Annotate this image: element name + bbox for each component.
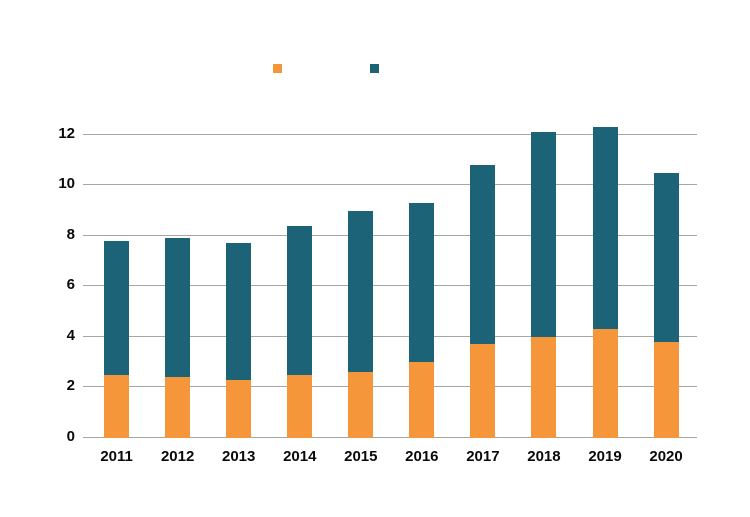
bar-2018 (531, 132, 557, 438)
y-tick-label-4: 4 (66, 326, 75, 344)
x-tick-label-2018: 2018 (527, 448, 561, 465)
bar-segment-orange-2011 (104, 374, 130, 438)
y-tick-label-6: 6 (66, 276, 75, 294)
bar-segment-orange-2016 (409, 362, 435, 438)
x-tick-label-2020: 2020 (649, 448, 683, 465)
y-tick-label-12: 12 (58, 124, 75, 142)
bar-2015 (348, 210, 374, 438)
bar-segment-teal-2013 (226, 243, 252, 380)
bar-segment-teal-2012 (165, 238, 191, 378)
y-tick-label-10: 10 (58, 175, 75, 193)
gridline-y12 (83, 133, 697, 135)
x-tick-label-2014: 2014 (283, 448, 317, 465)
x-tick-label-2016: 2016 (405, 448, 439, 465)
bar-2017 (470, 164, 496, 438)
x-tick-label-2017: 2017 (466, 448, 500, 465)
bar-segment-teal-2011 (104, 240, 130, 375)
bar-segment-teal-2017 (470, 164, 496, 345)
x-tick-label-2012: 2012 (160, 448, 195, 465)
bar-segment-orange-2020 (653, 341, 679, 438)
bar-2014 (287, 225, 313, 438)
y-tick-label-2: 2 (66, 377, 75, 395)
x-tick-label-2011: 2011 (100, 448, 133, 465)
bar-segment-orange-2015 (348, 372, 374, 438)
bar-segment-orange-2019 (592, 329, 618, 438)
bar-segment-teal-2020 (653, 172, 679, 342)
gridline-y10 (83, 184, 697, 186)
legend-swatch-orange (273, 64, 282, 73)
bar-segment-orange-2018 (531, 336, 557, 438)
bar-2012 (165, 238, 191, 438)
gridline-y4 (83, 335, 697, 337)
gridline-y8 (83, 234, 697, 236)
bar-2020 (653, 172, 679, 438)
gridline-y0 (83, 437, 697, 438)
bar-segment-teal-2018 (531, 132, 557, 337)
bar-segment-orange-2014 (287, 374, 313, 438)
bar-2016 (409, 202, 435, 438)
y-tick-label-8: 8 (66, 225, 75, 243)
gridline-y2 (83, 386, 697, 388)
legend-swatch-teal (370, 64, 379, 73)
bar-segment-orange-2013 (226, 379, 252, 438)
x-tick-label-2019: 2019 (588, 448, 622, 465)
bar-segment-teal-2015 (348, 210, 374, 373)
bar-segment-teal-2016 (409, 202, 435, 363)
bar-segment-orange-2012 (165, 377, 191, 438)
bar-segment-teal-2019 (592, 127, 618, 330)
bar-2011 (104, 240, 130, 438)
bar-segment-teal-2014 (287, 225, 313, 375)
bar-segment-orange-2017 (470, 344, 496, 438)
x-tick-label-2013: 2013 (222, 448, 256, 465)
x-tick-label-2015: 2015 (344, 448, 378, 465)
plot-area: 0 2 4 6 8 10 12 2011 2012 2013 2014 2015 2016 2017 201… (58, 0, 697, 465)
y-tick-label-0: 0 (66, 428, 75, 445)
bar-2013 (226, 243, 252, 438)
bar-2019 (592, 127, 618, 438)
gridline-y6 (83, 285, 697, 287)
